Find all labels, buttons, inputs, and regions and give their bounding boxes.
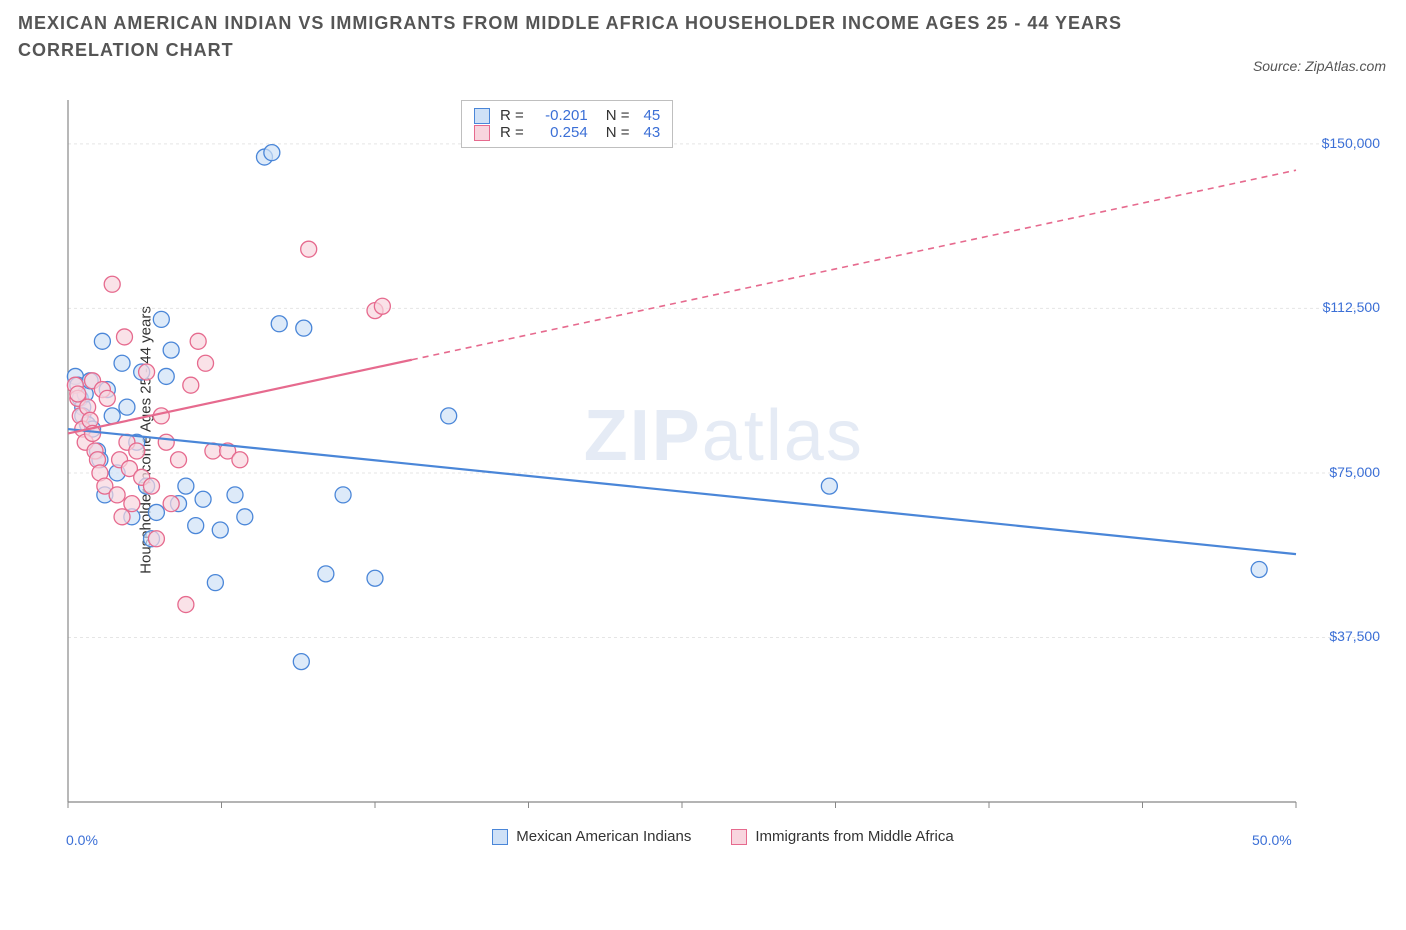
legend-swatch — [474, 125, 490, 141]
n-value: 43 — [643, 124, 660, 141]
correlation-row: R = -0.201 N = 45 — [474, 107, 660, 124]
legend-item: Mexican American Indians — [492, 828, 691, 845]
y-tick-label: $37,500 — [1329, 628, 1380, 644]
r-label: R = — [500, 107, 524, 124]
chart-container: MEXICAN AMERICAN INDIAN VS IMMIGRANTS FR… — [0, 0, 1406, 930]
legend-item: Immigrants from Middle Africa — [731, 828, 953, 845]
legend-swatch — [492, 829, 508, 845]
chart-title: MEXICAN AMERICAN INDIAN VS IMMIGRANTS FR… — [18, 10, 1206, 64]
n-value: 45 — [643, 107, 660, 124]
correlation-legend: R = -0.201 N = 45 R = 0.254 N = 43 — [461, 100, 673, 148]
r-label: R = — [500, 124, 524, 141]
source-attribution: Source: ZipAtlas.com — [1253, 58, 1386, 74]
y-tick-label: $150,000 — [1322, 135, 1380, 151]
correlation-row: R = 0.254 N = 43 — [474, 124, 660, 141]
plot-area: 0.0% 50.0% R = -0.201 N = 45 R = 0.254 N… — [60, 92, 1386, 860]
y-tick-label: $112,500 — [1323, 299, 1380, 315]
legend-label: Mexican American Indians — [516, 828, 691, 845]
chart-svg — [60, 92, 1386, 860]
r-value: -0.201 — [534, 107, 588, 124]
legend-label: Immigrants from Middle Africa — [755, 828, 953, 845]
y-tick-label: $75,000 — [1329, 464, 1380, 480]
legend-swatch — [474, 108, 490, 124]
series-legend: Mexican American Indians Immigrants from … — [60, 828, 1386, 845]
n-label: N = — [606, 124, 630, 141]
legend-swatch — [731, 829, 747, 845]
n-label: N = — [606, 107, 630, 124]
r-value: 0.254 — [534, 124, 588, 141]
